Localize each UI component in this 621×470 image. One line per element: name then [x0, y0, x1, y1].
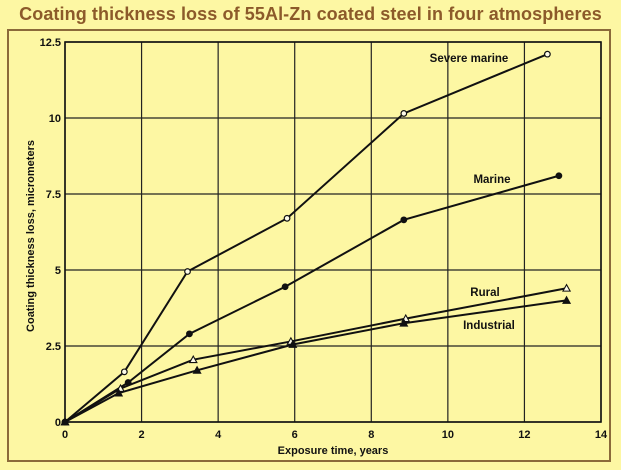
data-point-severe-marine — [120, 368, 128, 376]
data-point-industrial — [562, 295, 572, 304]
series-label-rural: Rural — [470, 287, 499, 299]
y-tick-label: 2.5 — [46, 341, 61, 353]
chart-frame — [7, 29, 611, 462]
data-point-severe-marine — [184, 268, 191, 275]
data-point-industrial — [60, 417, 70, 426]
y-tick-label: 7.5 — [46, 189, 61, 201]
x-tick-label: 12 — [518, 429, 530, 441]
x-tick-label: 10 — [442, 429, 454, 441]
plot-area — [65, 42, 601, 422]
data-point-rural — [188, 354, 198, 364]
series-line-industrial — [64, 299, 567, 423]
data-point-marine — [186, 330, 193, 338]
x-tick-label: 6 — [292, 429, 298, 441]
chart-title: Coating thickness loss of 55Al-Zn coated… — [19, 4, 602, 24]
series-label-marine: Marine — [473, 174, 510, 186]
y-tick-label: 10 — [49, 113, 61, 125]
y-axis-label: Coating thickness loss, micrometers — [25, 140, 37, 332]
x-tick-label: 14 — [595, 429, 608, 441]
data-point-marine — [555, 172, 563, 180]
x-tick-label: 8 — [368, 429, 374, 441]
data-point-industrial — [399, 318, 409, 327]
data-point-industrial — [192, 365, 202, 374]
x-axis-label: Exposure time, years — [278, 445, 389, 457]
data-point-severe-marine — [283, 214, 291, 222]
plot-border — [64, 41, 602, 423]
y-tick-label: 0 — [55, 417, 61, 429]
x-tick-label: 0 — [62, 429, 68, 441]
data-point-severe-marine — [400, 110, 408, 117]
data-point-marine — [281, 283, 289, 291]
x-tick-label: 2 — [139, 429, 145, 441]
series-label-industrial: Industrial — [463, 320, 515, 332]
data-point-rural — [562, 283, 572, 292]
y-tick-label: 5 — [55, 265, 61, 277]
series-label-severe-marine: Severe marine — [430, 53, 509, 65]
x-tick-label: 4 — [215, 429, 222, 441]
series-line-rural — [64, 287, 567, 423]
data-point-marine — [400, 216, 408, 224]
series-line-severe-marine — [64, 53, 548, 423]
y-tick-label: 12.5 — [40, 37, 61, 49]
data-point-industrial — [114, 388, 124, 397]
data-point-severe-marine — [544, 50, 551, 58]
data-point-industrial — [288, 339, 298, 348]
